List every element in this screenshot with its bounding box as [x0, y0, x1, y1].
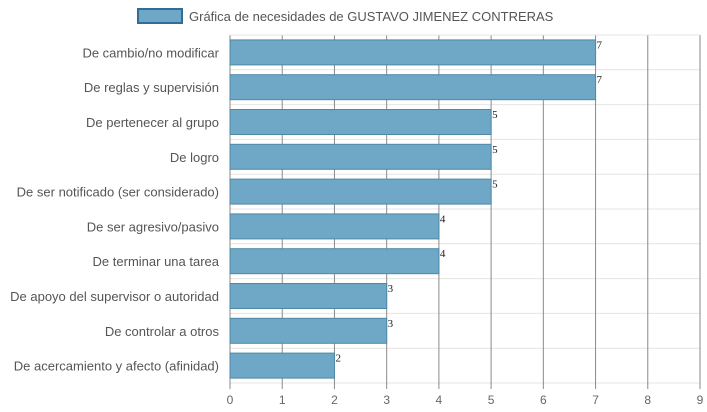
bar — [229, 39, 597, 66]
legend-label: Gráfica de necesidades de GUSTAVO JIMENE… — [189, 9, 554, 24]
x-tick-label: 7 — [592, 393, 599, 407]
value-labels: 7 7 5 5 5 4 4 3 3 2 — [335, 39, 602, 364]
data-label: 4 — [440, 248, 446, 260]
bar — [229, 248, 440, 275]
data-label: 2 — [335, 353, 341, 365]
bar — [229, 283, 388, 309]
x-axis-ticks: 0 1 2 3 4 5 6 7 8 9 — [227, 393, 704, 407]
x-tick-label: 3 — [383, 393, 390, 407]
category-label: De terminar una tarea — [93, 254, 220, 269]
bar — [229, 352, 335, 379]
data-label: 3 — [388, 283, 394, 295]
x-tick-label: 1 — [279, 393, 286, 407]
data-label: 7 — [597, 39, 603, 51]
data-label: 4 — [440, 213, 446, 225]
x-tick-label: 6 — [540, 393, 547, 407]
data-label: 5 — [492, 179, 498, 191]
category-label: De ser agresivo/pasivo — [87, 219, 219, 234]
data-label: 5 — [492, 144, 498, 156]
x-tick-label: 9 — [697, 393, 704, 407]
category-label: De ser notificado (ser considerado) — [17, 185, 219, 200]
category-label: De reglas y supervisión — [84, 80, 219, 95]
data-label: 5 — [492, 109, 498, 121]
x-tick-label: 2 — [331, 393, 338, 407]
category-label: De logro — [170, 150, 219, 165]
data-label: 3 — [388, 318, 394, 330]
bars — [229, 39, 597, 379]
x-tick-label: 4 — [436, 393, 443, 407]
data-label: 7 — [597, 74, 603, 86]
x-tick-label: 8 — [644, 393, 651, 407]
category-label: De cambio/no modificar — [82, 45, 219, 60]
category-label: De apoyo del supervisor o autoridad — [10, 289, 219, 304]
bar — [229, 74, 597, 101]
bar — [229, 317, 388, 344]
category-label: De pertenecer al grupo — [86, 115, 219, 130]
legend[interactable]: Gráfica de necesidades de GUSTAVO JIMENE… — [137, 8, 554, 24]
x-tick-label: 0 — [227, 393, 234, 407]
category-label: De acercamiento y afecto (afinidad) — [14, 359, 219, 374]
category-labels: De cambio/no modificar De reglas y superv… — [10, 45, 220, 373]
bar — [229, 143, 492, 170]
x-tick-label: 5 — [488, 393, 495, 407]
bar — [229, 178, 492, 205]
category-label: De controlar a otros — [105, 324, 220, 339]
bar — [229, 213, 440, 240]
bar — [229, 109, 492, 135]
legend-swatch — [137, 8, 183, 24]
